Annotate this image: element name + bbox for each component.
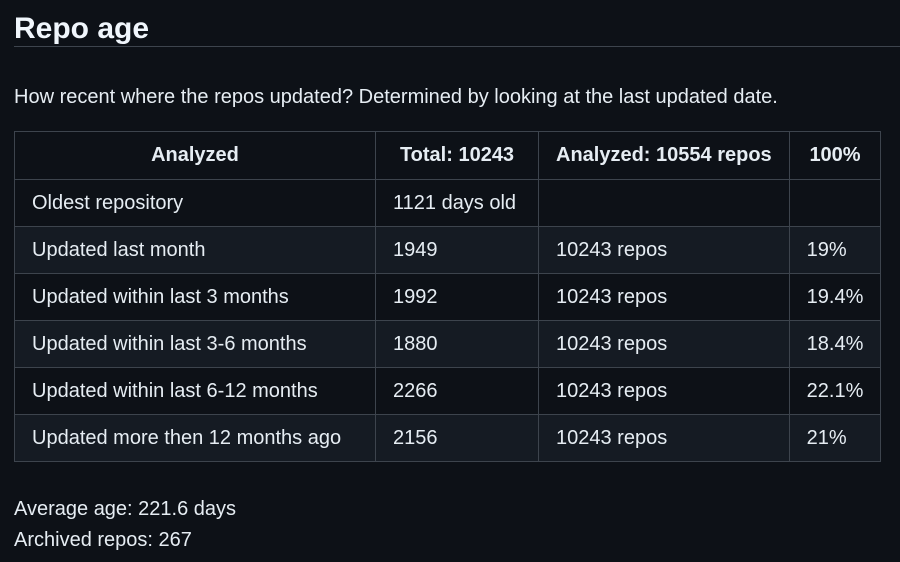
table-header-row: Analyzed Total: 10243 Analyzed: 10554 re…: [14, 131, 882, 180]
row-analyzed: 10243 repos: [538, 414, 790, 462]
row-analyzed: 10243 repos: [538, 273, 790, 321]
section-heading: Repo age: [14, 0, 900, 47]
row-label: Oldest repository: [14, 179, 376, 227]
column-header-analyzed-repos: Analyzed: 10554 repos: [538, 131, 790, 180]
row-label: Updated last month: [14, 226, 376, 274]
row-percent: [788, 179, 882, 227]
row-analyzed: 10243 repos: [538, 367, 790, 415]
row-analyzed: 10243 repos: [538, 226, 790, 274]
row-total: 1992: [375, 273, 539, 321]
section-description: How recent where the repos updated? Dete…: [14, 86, 778, 108]
row-label: Updated within last 6-12 months: [14, 367, 376, 415]
row-analyzed: [538, 179, 790, 227]
column-header-total: Total: 10243: [375, 131, 539, 180]
row-total: 1880: [375, 320, 539, 368]
row-percent: 22.1%: [788, 367, 882, 415]
table-row: Oldest repository 1121 days old: [14, 179, 882, 227]
table-row: Updated more then 12 months ago 2156 102…: [14, 414, 882, 462]
row-label: Updated within last 3 months: [14, 273, 376, 321]
repo-age-table: Analyzed Total: 10243 Analyzed: 10554 re…: [14, 131, 882, 462]
row-percent: 19%: [788, 226, 882, 274]
table-row: Updated within last 3-6 months 1880 1024…: [14, 320, 882, 368]
row-total: 2156: [375, 414, 539, 462]
column-header-analyzed: Analyzed: [14, 131, 376, 180]
page-content: Repo age How recent where the repos upda…: [14, 0, 900, 551]
row-label: Updated more then 12 months ago: [14, 414, 376, 462]
column-header-percent: 100%: [788, 131, 882, 180]
table-row: Updated within last 6-12 months 2266 102…: [14, 367, 882, 415]
row-analyzed: 10243 repos: [538, 320, 790, 368]
row-total: 1121 days old: [375, 179, 539, 227]
table-row: Updated last month 1949 10243 repos 19%: [14, 226, 882, 274]
row-total: 1949: [375, 226, 539, 274]
row-label: Updated within last 3-6 months: [14, 320, 376, 368]
row-percent: 19.4%: [788, 273, 882, 321]
row-total: 2266: [375, 367, 539, 415]
row-percent: 21%: [788, 414, 882, 462]
table-row: Updated within last 3 months 1992 10243 …: [14, 273, 882, 321]
row-percent: 18.4%: [788, 320, 882, 368]
summary-section: Average age: 221.6 days Archived repos: …: [14, 494, 236, 556]
archived-repos-text: Archived repos: 267: [14, 529, 192, 551]
average-age-text: Average age: 221.6 days: [14, 498, 237, 520]
